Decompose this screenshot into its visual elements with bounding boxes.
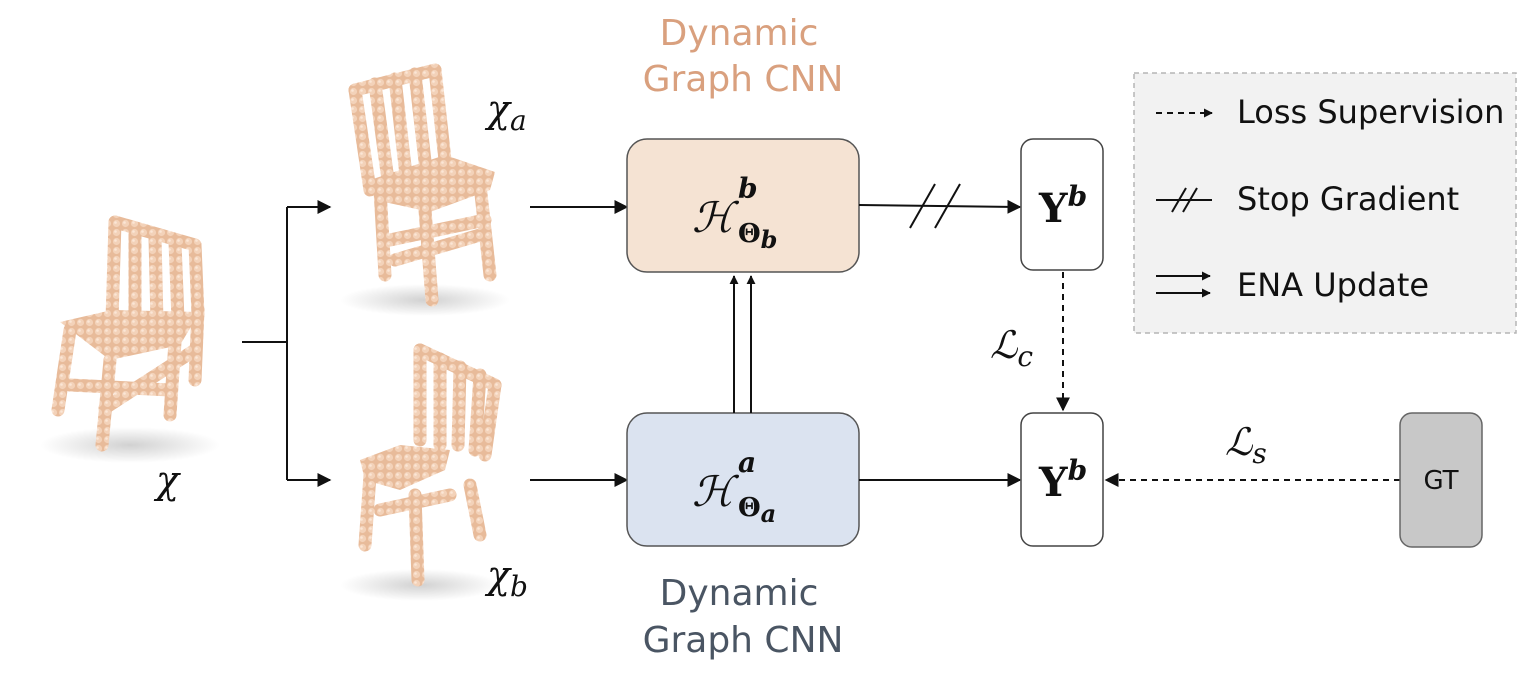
view-b-label: χb xyxy=(484,553,528,603)
bottom-network-box xyxy=(626,412,860,547)
view-a-chair-image xyxy=(340,63,510,316)
source-label: χ xyxy=(153,458,181,502)
ground-truth-box xyxy=(1399,412,1483,548)
top-network-subscript: Θb xyxy=(738,219,777,254)
double-arrow-icon xyxy=(1156,271,1211,298)
top-network-superscript: b xyxy=(738,172,758,205)
bottom-output-label: Yb xyxy=(1038,454,1087,506)
legend-label-ena-update: ENA Update xyxy=(1237,266,1429,304)
supervised-loss-label: ℒs xyxy=(1225,420,1267,470)
legend: Loss Supervision Stop Gradient ENA Updat… xyxy=(1133,72,1517,334)
bottom-network-subscript: Θa xyxy=(738,493,776,528)
view-a-label: χa xyxy=(484,87,527,137)
view-b-chair-image xyxy=(340,343,502,601)
top-network-symbol: ℋ xyxy=(692,193,740,242)
bottom-network-superscript: a xyxy=(738,446,756,479)
top-output-label: Yb xyxy=(1038,180,1087,232)
top-network-box xyxy=(626,138,860,273)
legend-label-loss-supervision: Loss Supervision xyxy=(1237,93,1504,131)
top-output-box xyxy=(1020,138,1104,271)
bottom-network-symbol: ℋ xyxy=(692,467,740,516)
bottom-output-box xyxy=(1020,412,1104,547)
stop-gradient-icon xyxy=(1156,187,1212,213)
legend-box xyxy=(1133,72,1517,334)
bottom-network-caption-line1: Dynamic xyxy=(660,573,819,614)
legend-label-stop-gradient: Stop Gradient xyxy=(1237,180,1459,218)
stop-gradient-arrow xyxy=(858,183,1022,229)
top-network-caption-line2: Graph CNN xyxy=(643,59,844,100)
bottom-network-caption-line2: Graph CNN xyxy=(643,620,844,661)
consistency-loss-label: ℒc xyxy=(990,323,1033,373)
split-connector xyxy=(242,200,332,487)
top-network-caption-line1: Dynamic xyxy=(660,13,819,54)
source-chair-image xyxy=(40,215,220,463)
ema-update-arrow xyxy=(729,275,756,413)
ground-truth-label: GT xyxy=(1423,466,1458,496)
